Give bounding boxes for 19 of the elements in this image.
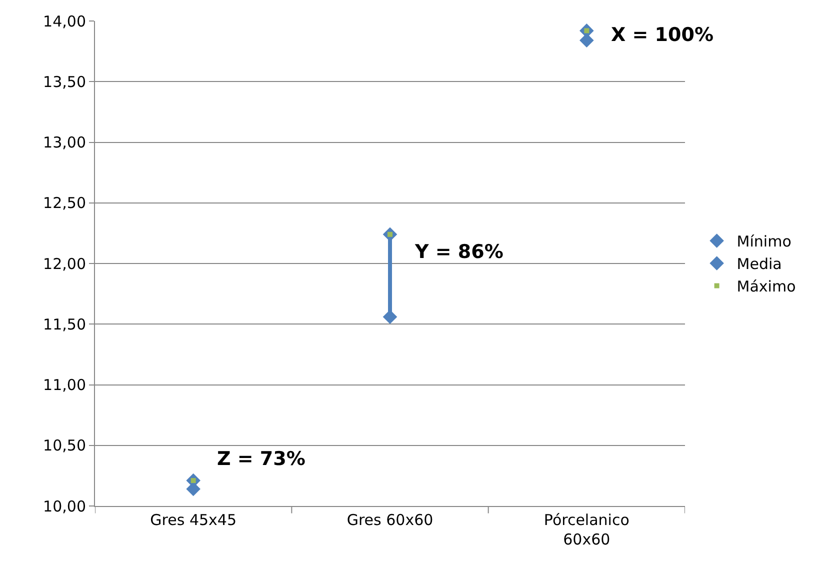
- x-tick-label: Gres 45x45: [150, 511, 236, 529]
- legend-label: Máximo: [736, 278, 796, 296]
- annotation: X = 100%: [611, 24, 714, 46]
- y-tick-label: 13,50: [43, 72, 86, 91]
- y-tick-label: 13,00: [43, 134, 86, 152]
- y-tick-label: 11,50: [43, 315, 86, 334]
- y-tick-label: 12,00: [43, 254, 86, 273]
- y-tick-label: 10,50: [43, 436, 86, 455]
- y-tick-label: 10,00: [43, 497, 86, 516]
- annotation: Y = 86%: [414, 241, 504, 263]
- x-tick-label: Gres 60x60: [346, 511, 434, 529]
- y-tick-label: 12,50: [43, 194, 86, 212]
- annotation: Z = 73%: [217, 448, 306, 470]
- y-tick-label: 11,00: [43, 376, 86, 394]
- x-tick-label: Pórcelanico 60x60: [544, 511, 630, 548]
- point: [382, 310, 398, 324]
- y-tick-label: 14,00: [43, 12, 86, 30]
- legend-label: Mínimo: [736, 232, 792, 251]
- legend-label: Media: [736, 255, 782, 274]
